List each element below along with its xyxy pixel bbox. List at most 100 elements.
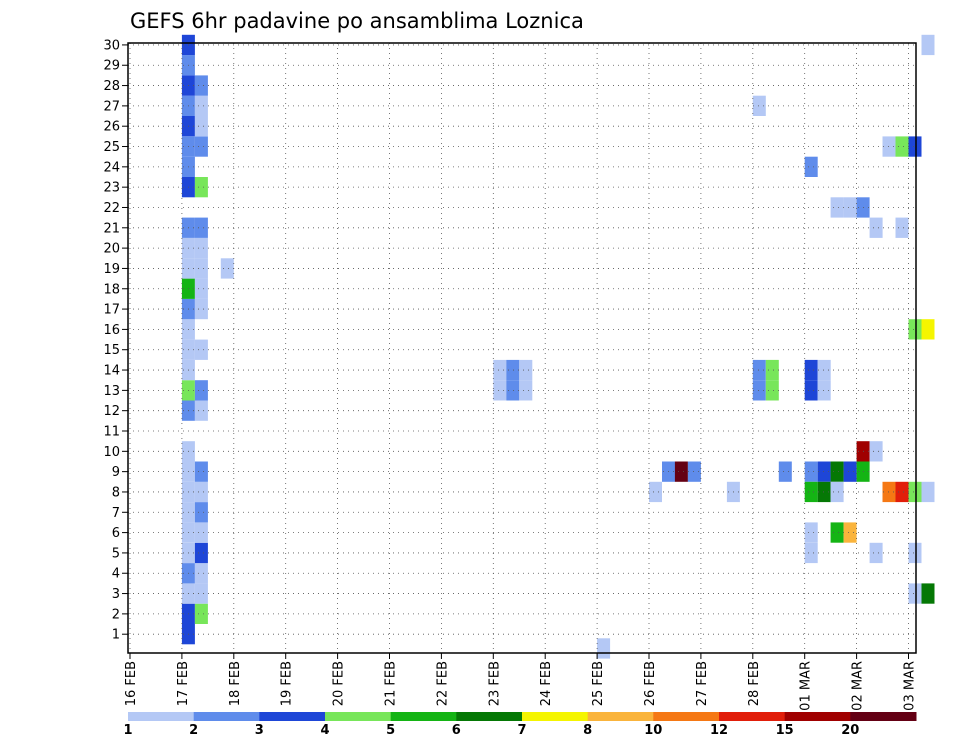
y-tick-label: 24: [103, 160, 120, 175]
x-tick-label: 21 FEB: [384, 661, 399, 706]
y-tick-label: 10: [103, 445, 120, 460]
heatmap-cell: [194, 563, 208, 584]
heatmap-cell: [921, 481, 935, 503]
y-axis: 1234567891011121314151617181920212223242…: [103, 38, 128, 643]
heatmap-cell: [194, 583, 208, 604]
colorbar-label: 10: [644, 723, 662, 738]
x-tick-label: 17 FEB: [176, 661, 191, 706]
heatmap-cell: [194, 258, 208, 279]
heatmap-cell: [921, 583, 935, 604]
x-tick-label: 25 FEB: [591, 661, 606, 706]
y-tick-label: 1: [112, 628, 120, 643]
heatmap-cell: [194, 542, 208, 564]
heatmap-cell: [194, 502, 208, 523]
y-tick-label: 4: [112, 567, 120, 582]
colorbar-swatch: [325, 712, 392, 721]
heatmap-cell: [752, 359, 766, 381]
heatmap-cell: [817, 359, 831, 381]
heatmap-cell: [194, 380, 208, 401]
heatmap-cell: [194, 95, 208, 116]
heatmap-cell: [843, 522, 857, 543]
heatmap-cell: [804, 380, 818, 401]
y-tick-label: 25: [103, 140, 120, 155]
heatmap-cell: [519, 359, 533, 381]
y-tick-label: 28: [103, 79, 120, 94]
heatmap-cell: [506, 359, 520, 381]
heatmap-cell: [908, 319, 922, 340]
heatmap-cell: [506, 380, 520, 401]
heatmap-cell: [843, 197, 857, 218]
heatmap-cell: [895, 481, 909, 503]
y-tick-label: 17: [103, 303, 120, 318]
colorbar-swatch: [587, 712, 654, 721]
colorbar-label: 20: [841, 723, 859, 738]
y-tick-label: 20: [103, 242, 120, 257]
y-tick-label: 3: [112, 587, 120, 602]
heatmap-cell: [194, 75, 208, 96]
heatmap-cell: [674, 461, 688, 482]
y-tick-label: 22: [103, 201, 120, 216]
heatmap-cell: [908, 583, 922, 604]
heatmap-cell: [895, 136, 909, 157]
heatmap-cell: [194, 522, 208, 543]
heatmap-cell: [921, 319, 935, 340]
y-tick-label: 19: [103, 262, 120, 277]
heatmap-cell: [194, 481, 208, 503]
heatmap-cell: [869, 441, 883, 462]
heatmap-cell: [597, 638, 611, 659]
heatmap-cell: [843, 461, 857, 482]
colorbar-swatch: [784, 712, 851, 721]
y-tick-label: 26: [103, 120, 120, 135]
heatmap-cell: [804, 522, 818, 543]
heatmap-cell: [869, 542, 883, 564]
heatmap-cell: [869, 217, 883, 238]
heatmap-cell: [830, 481, 844, 503]
heatmap-cell: [194, 238, 208, 259]
y-tick-label: 12: [103, 404, 120, 419]
x-tick-label: 24 FEB: [539, 661, 554, 706]
x-tick-label: 02 MAR: [851, 661, 866, 711]
x-axis: 16 FEB 17 FEB 18 FEB 19 FEB 20 FEB 21 FEB 22 F…: [124, 653, 918, 711]
heatmap-cell: [752, 380, 766, 401]
x-tick-label: 18 FEB: [228, 661, 243, 706]
heatmap-cell: [921, 34, 935, 56]
colorbar-swatch: [259, 712, 326, 721]
heatmap-cell: [817, 461, 831, 482]
y-tick-label: 21: [103, 221, 120, 236]
heatmap-cell: [804, 156, 818, 177]
heatmap-cell: [752, 95, 766, 116]
heatmap-cell: [817, 481, 831, 503]
heatmap-cell: [194, 461, 208, 482]
heatmap-cell: [908, 542, 922, 564]
colorbar-label: 1: [123, 723, 132, 738]
heatmap-cell: [687, 461, 701, 482]
x-tick-label: 19 FEB: [280, 661, 295, 706]
x-tick-label: 01 MAR: [799, 661, 814, 711]
colorbar-swatch: [850, 712, 917, 721]
heatmap-cell: [194, 136, 208, 157]
x-tick-label: 23 FEB: [487, 661, 502, 706]
heatmap-cell: [194, 603, 208, 624]
y-tick-label: 14: [103, 364, 120, 379]
plot-frame: [127, 42, 917, 654]
y-tick-label: 16: [103, 323, 120, 338]
colorbar-swatch: [522, 712, 589, 721]
colorbar-label: 12: [710, 723, 728, 738]
x-tick-label: 26 FEB: [643, 661, 658, 706]
heatmap-cell: [895, 217, 909, 238]
heatmap-cell: [804, 359, 818, 381]
y-tick-label: 6: [112, 526, 120, 541]
colorbar: 1 2 3 4 5 6 7 8 10 12 15 20: [123, 712, 917, 738]
heatmap-cell: [194, 116, 208, 137]
heatmap-cell: [804, 542, 818, 564]
y-tick-label: 13: [103, 384, 120, 399]
colorbar-label: 8: [583, 723, 592, 738]
colorbar-label: 7: [517, 723, 526, 738]
chart-title: GEFS 6hr padavine po ansamblima Loznica: [130, 9, 584, 33]
colorbar-label: 6: [452, 723, 461, 738]
y-tick-label: 11: [103, 425, 120, 440]
colorbar-swatch: [719, 712, 786, 721]
heatmap-cell: [194, 177, 208, 198]
x-tick-label: 22 FEB: [435, 661, 450, 706]
